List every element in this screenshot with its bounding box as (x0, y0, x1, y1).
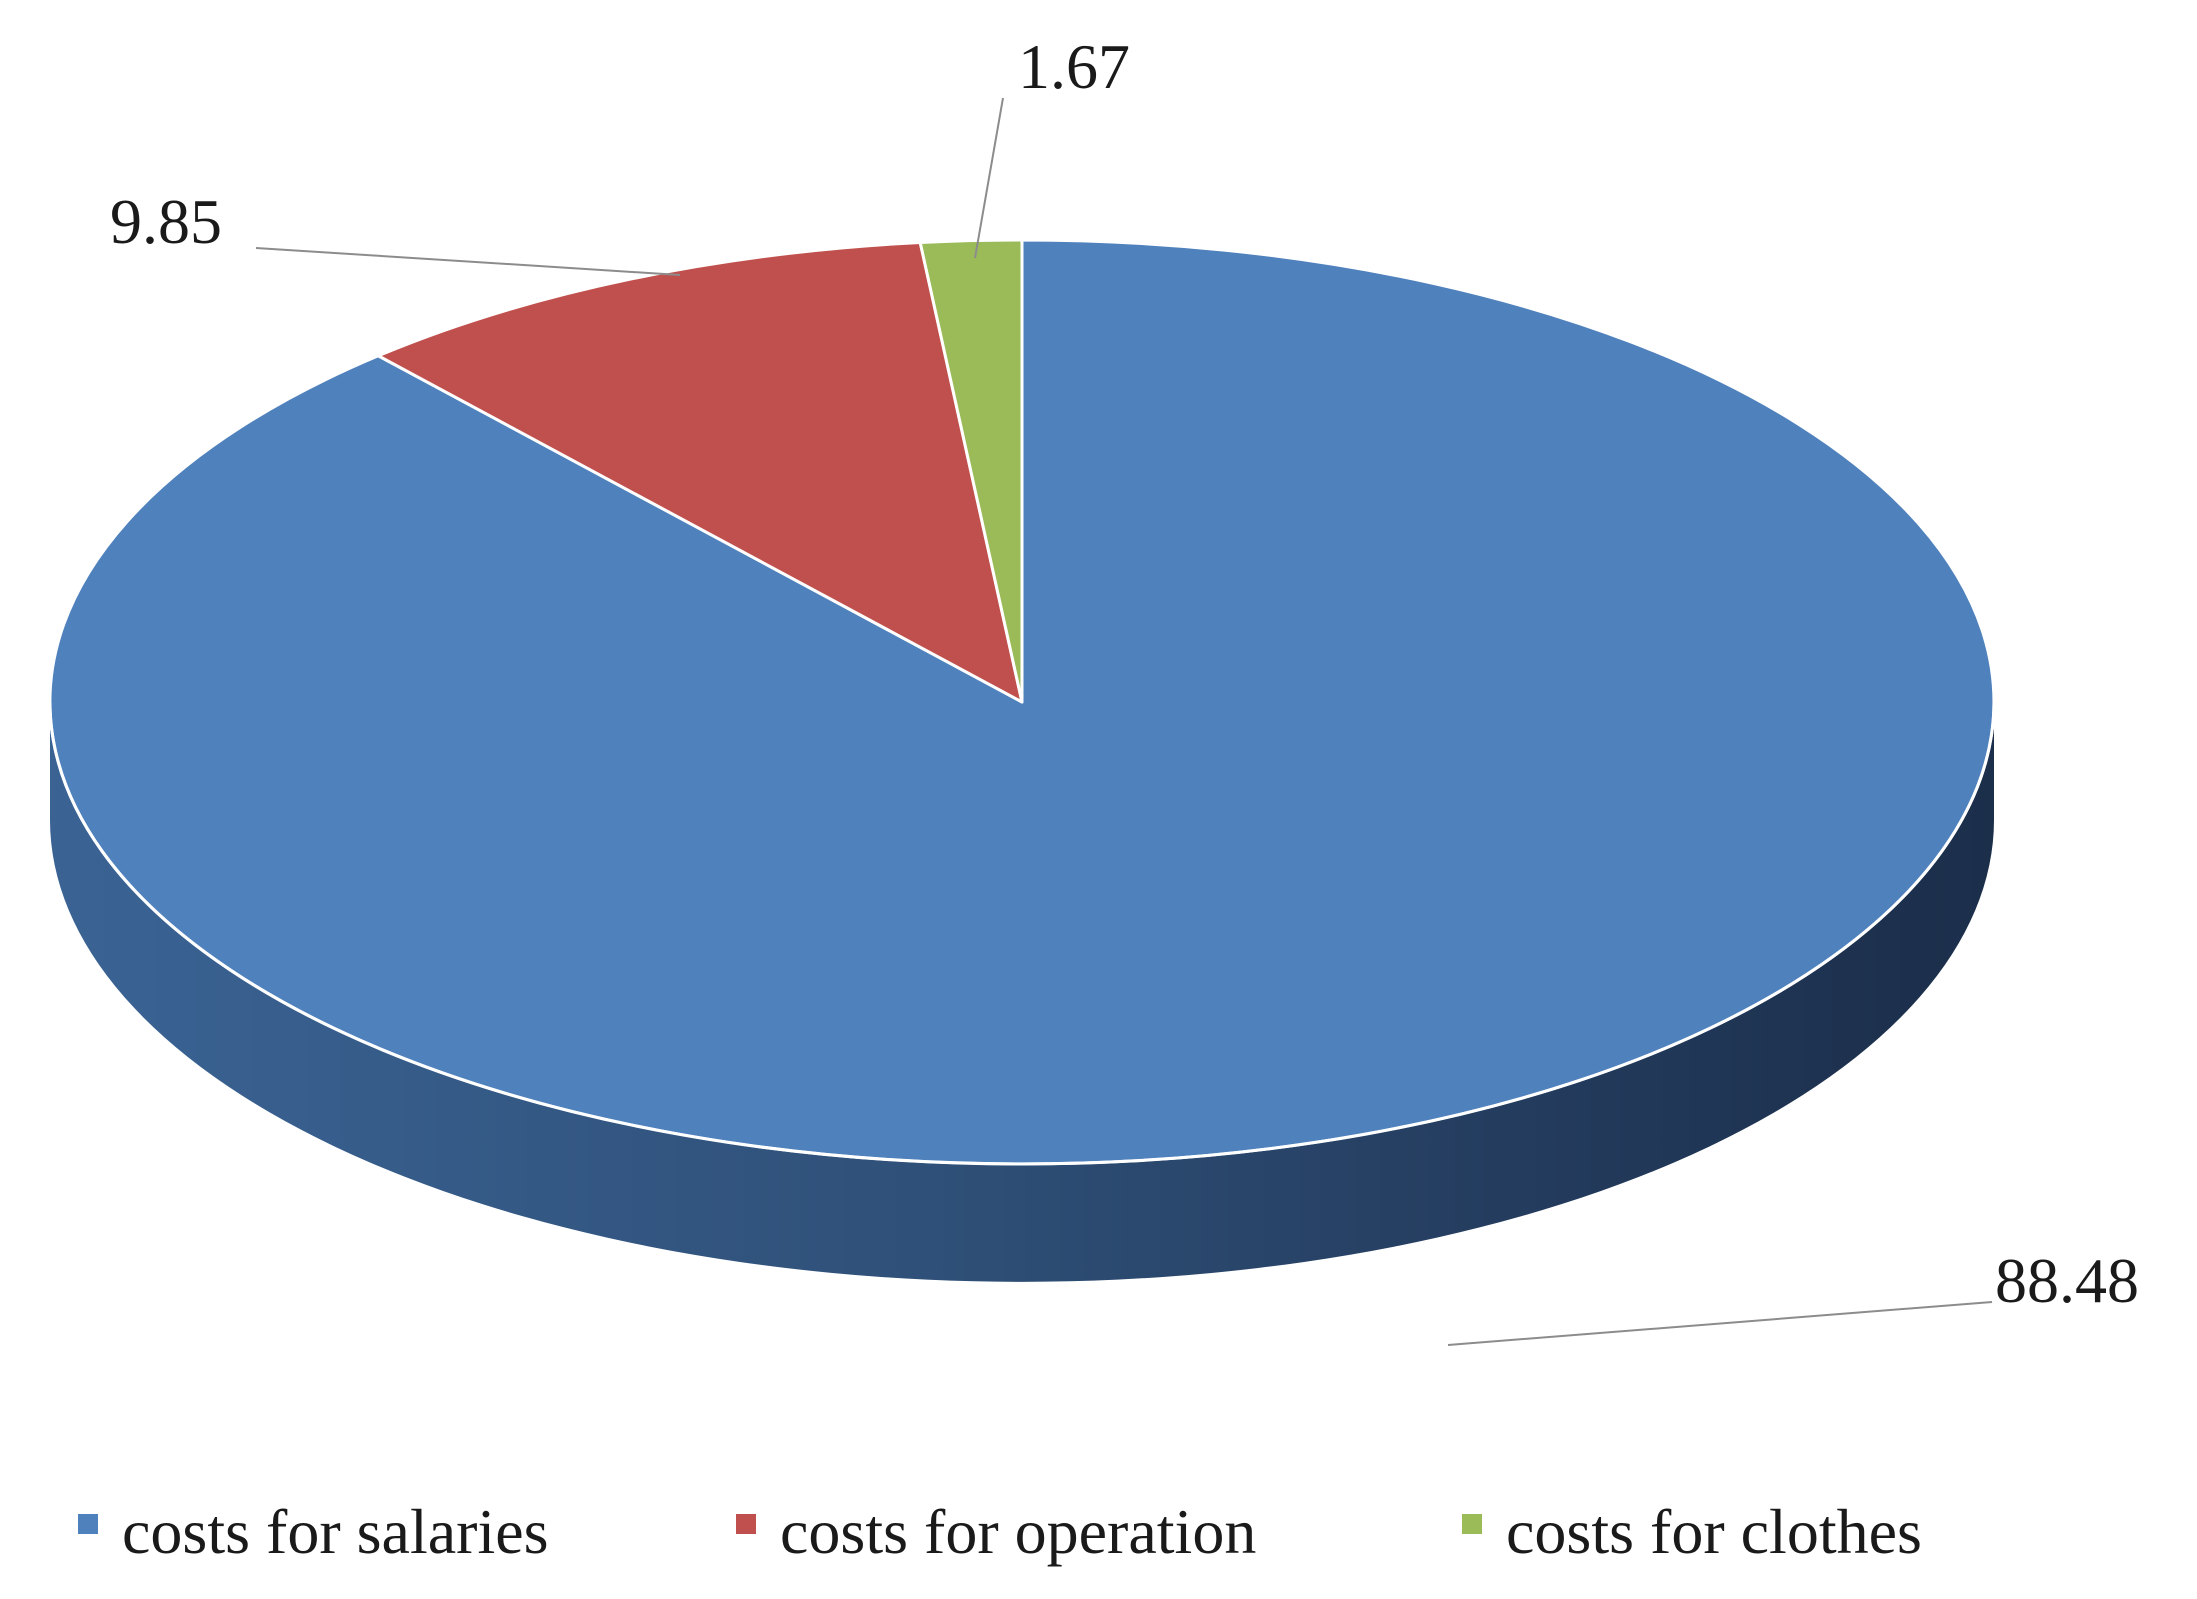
pie-side-layer (50, 702, 1994, 1282)
legend-label: costs for salaries (122, 1496, 549, 1567)
leader-lines-layer (255, 97, 1993, 1346)
legend-item-operation: costs for operation (736, 1496, 1256, 1567)
leader-line-salaries (1447, 1301, 1993, 1346)
pie-slice-clothes (918, 238, 1024, 704)
pie-rim-edge (48, 701, 1996, 1166)
data-label-operation: 9.85 (110, 186, 222, 257)
legend-label: costs for clothes (1506, 1496, 1922, 1567)
pie-side-wall (50, 702, 1994, 1282)
pie-slice-operation (376, 241, 1024, 704)
data-label-clothes: 1.67 (1018, 31, 1130, 102)
legend-swatch (1462, 1514, 1482, 1534)
legend-item-salaries: costs for salaries (78, 1496, 549, 1567)
legend-item-clothes: costs for clothes (1462, 1496, 1922, 1567)
legend: costs for salaries costs for operation cos… (78, 1496, 1922, 1567)
legend-swatch (736, 1514, 756, 1534)
pie-slices-layer (48, 238, 1996, 1166)
data-labels-layer: 88.48 9.85 1.67 (110, 31, 2139, 1316)
legend-swatch (78, 1514, 98, 1534)
leader-line-clothes (974, 97, 1004, 259)
data-label-salaries: 88.48 (1995, 1245, 2139, 1316)
legend-label: costs for operation (780, 1496, 1256, 1567)
leader-line-operation (255, 247, 681, 276)
